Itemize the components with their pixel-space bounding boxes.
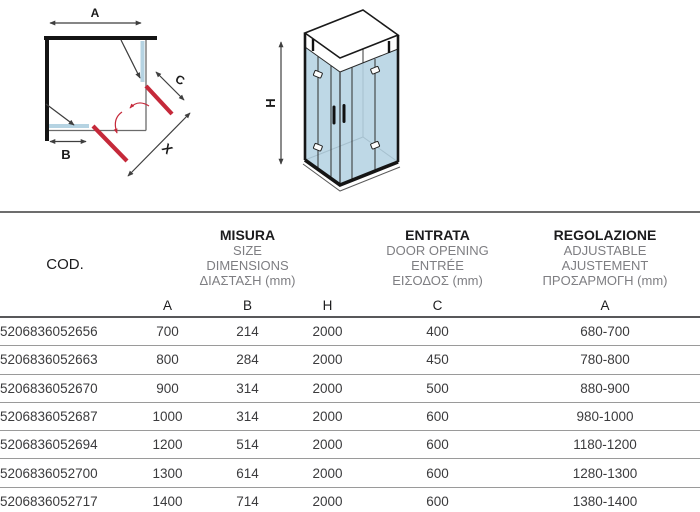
header-group-entrata: ENTRATA DOOR OPENING ENTRÉE ΕΙΣΟΔΟΣ (mm) <box>365 212 510 295</box>
door-fold-line-bottom <box>45 103 75 126</box>
cell-adjustable: 780-800 <box>580 352 630 368</box>
table-row: 5206836052663 800 284 2000 450 780-800 <box>0 346 700 375</box>
cell-c: 600 <box>426 409 449 425</box>
header-group-regolazione: REGOLAZIONE ADJUSTABLE AJUSTEMENT ΠΡΟΣΑΡ… <box>510 212 700 295</box>
cell-a: 900 <box>156 380 179 396</box>
table-body: 5206836052656 700 214 2000 400 680-700 5206836… <box>0 317 700 512</box>
header-prosarmogi: ΠΡΟΣΑΡΜΟΓΗ (mm) <box>542 272 668 288</box>
header-misura: MISURA <box>219 226 276 243</box>
cell-adjustable: 880-900 <box>580 380 630 396</box>
cell-h: 2000 <box>312 437 343 453</box>
cell-h: 2000 <box>312 380 343 396</box>
cell-cod: 5206836052656 <box>0 324 98 340</box>
header-size: SIZE <box>233 242 262 258</box>
header-dimensions: DIMENSIONS <box>206 257 289 273</box>
dim-a-label: A <box>91 6 100 20</box>
tray-edge <box>302 163 401 192</box>
subheader-row: A B H C A <box>0 295 700 317</box>
header-eisodos: ΕΙΣΟΔΟΣ (mm) <box>392 272 483 288</box>
header-diastasi: ΔΙΑΣΤΑΣΗ (mm) <box>199 272 296 288</box>
door-swing-arc-right <box>129 102 150 109</box>
subheader-h: H <box>322 298 333 313</box>
cell-adjustable: 1380-1400 <box>572 493 638 509</box>
dim-b-label: B <box>61 147 70 162</box>
door-open-bottom <box>91 124 129 163</box>
cell-a: 1000 <box>152 409 183 425</box>
cell-a: 1300 <box>152 465 183 481</box>
cell-h: 2000 <box>312 493 343 509</box>
table-row: 5206836052717 1400 714 2000 600 1380-1400 <box>0 487 700 512</box>
hinge-left-bottom <box>312 142 323 152</box>
cell-c: 600 <box>426 437 449 453</box>
cell-cod: 5206836052663 <box>0 352 98 368</box>
door-fold-line-right <box>120 39 141 79</box>
header-entree: ENTRÉE <box>411 257 464 273</box>
subheader-a: A <box>162 298 172 313</box>
cell-adjustable: 1180-1200 <box>573 437 637 453</box>
header-entrata: ENTRATA <box>405 226 470 243</box>
cell-cod: 5206836052700 <box>0 465 98 481</box>
hinge-left-top <box>312 69 323 79</box>
dim-h-label: H <box>263 98 278 107</box>
table-row: 5206836052670 900 314 2000 500 880-900 <box>0 374 700 403</box>
table-row: 5206836052700 1300 614 2000 600 1280-1300 <box>0 459 700 488</box>
cell-a: 1200 <box>152 437 183 453</box>
cell-b: 514 <box>236 437 259 453</box>
header-group-misura: MISURA SIZE DIMENSIONS ΔΙΑΣΤΑΣΗ (mm) <box>130 212 365 295</box>
plan-view-diagram: A C X B <box>44 6 191 177</box>
subheader-adj-a: A <box>600 298 610 313</box>
frame-bottom-band <box>303 158 399 188</box>
cell-b: 614 <box>236 465 259 481</box>
cell-cod: 5206836052687 <box>0 409 98 425</box>
cell-a: 1400 <box>152 493 183 509</box>
cod-header: COD. <box>46 256 84 273</box>
cell-c: 600 <box>426 465 449 481</box>
cell-b: 214 <box>236 324 259 340</box>
cell-h: 2000 <box>312 352 343 368</box>
cell-c: 450 <box>426 352 449 368</box>
cell-a: 700 <box>156 324 179 340</box>
cell-adjustable: 980-1000 <box>576 409 634 425</box>
table-row: 5206836052656 700 214 2000 400 680-700 <box>0 317 700 346</box>
header-door-opening: DOOR OPENING <box>386 242 489 258</box>
box-top-face <box>303 9 400 59</box>
cell-b: 314 <box>236 380 259 396</box>
cell-adjustable: 680-700 <box>580 324 630 340</box>
cell-h: 2000 <box>312 465 343 481</box>
header-group-row: COD. MISURA SIZE DIMENSIONS ΔΙΑΣΤΑΣΗ (mm… <box>0 212 700 295</box>
cell-c: 600 <box>426 493 449 509</box>
cell-b: 714 <box>236 493 259 509</box>
header-regolazione: REGOLAZIONE <box>553 226 657 243</box>
cell-cod: 5206836052670 <box>0 380 98 396</box>
diagrams-area: A C X B <box>0 0 700 211</box>
table-row: 5206836052694 1200 514 2000 600 1180-1200 <box>0 431 700 459</box>
table-row: 5206836052687 1000 314 2000 600 980-1000 <box>0 402 700 431</box>
dim-c-label: C <box>173 72 187 88</box>
cell-c: 500 <box>426 380 449 396</box>
door-swing-arc-bottom <box>113 111 123 134</box>
dim-c-arrow <box>155 71 185 101</box>
cell-b: 314 <box>236 409 259 425</box>
subheader-b: B <box>242 298 252 313</box>
cell-adjustable: 1280-1300 <box>572 465 638 481</box>
iso-view-diagram: H <box>263 9 401 192</box>
hinge-right-bottom <box>370 140 381 150</box>
cell-h: 2000 <box>312 324 343 340</box>
cell-a: 800 <box>156 352 179 368</box>
subheader-c: C <box>432 298 443 313</box>
spec-table: COD. MISURA SIZE DIMENSIONS ΔΙΑΣΤΑΣΗ (mm… <box>0 211 700 512</box>
cell-cod: 5206836052694 <box>0 437 98 453</box>
cell-c: 400 <box>426 324 449 340</box>
cell-h: 2000 <box>312 409 343 425</box>
door-open-right <box>144 84 174 116</box>
cell-b: 284 <box>236 352 259 368</box>
cell-cod: 5206836052717 <box>0 493 98 509</box>
header-ajustement: AJUSTEMENT <box>561 257 649 273</box>
dim-x-arrow <box>127 112 191 177</box>
hinge-right-top <box>370 65 381 75</box>
header-adjustable: ADJUSTABLE <box>563 242 647 258</box>
dim-x-label: X <box>159 140 176 157</box>
